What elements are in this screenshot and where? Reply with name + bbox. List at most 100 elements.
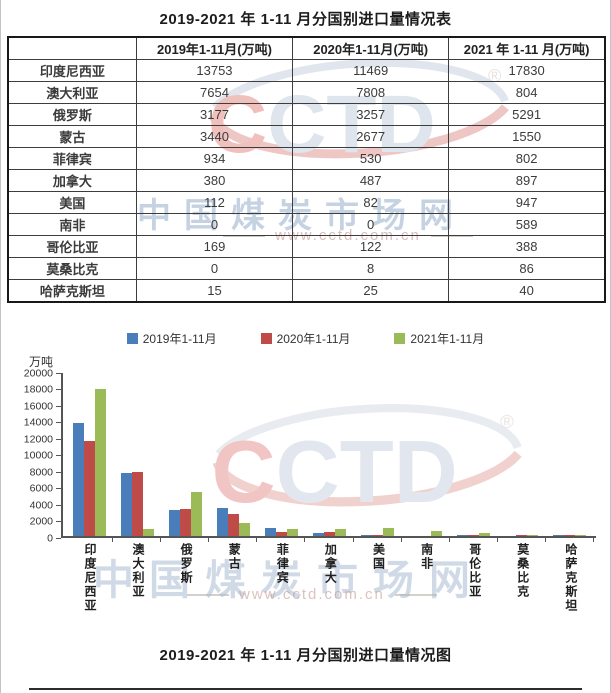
bar xyxy=(361,535,373,536)
country-cell: 加拿大 xyxy=(7,169,137,192)
bar xyxy=(72,422,84,536)
x-label-slot: 哈萨克斯坦 xyxy=(546,538,594,636)
value-cell: 13753 xyxy=(135,59,294,82)
bar-group xyxy=(113,373,162,542)
x-tick-label: 印度尼西亚 xyxy=(82,543,97,613)
table-title: 2019-2021 年 1-11 月分国别进口量情况表 xyxy=(159,11,452,28)
table-row: 哥伦比亚 169 122 388 xyxy=(7,235,606,258)
country-cell: 美国 xyxy=(7,191,137,214)
y-tick-mark xyxy=(56,504,61,506)
value-cell: 7808 xyxy=(292,81,450,104)
country-cell: 印度尼西亚 xyxy=(7,59,137,82)
value-cell: 804 xyxy=(448,81,606,104)
table-body: 印度尼西亚 13753 11469 17830 澳大利亚 7654 7808 804 俄罗斯 31… xyxy=(7,59,606,303)
page-bottom-rule xyxy=(29,688,582,690)
country-cell: 南非 xyxy=(7,213,137,236)
chart-area: 万吨 0 2000 4000 6000 8000 10000 12000 14000 16000… xyxy=(17,355,596,636)
bar-group xyxy=(257,373,306,542)
y-tick-mark xyxy=(56,537,61,539)
chart-legend: 2019年1-11月 2020年1-11月 2021年1-11月 xyxy=(1,330,610,347)
table-row: 菲律宾 934 530 802 xyxy=(7,147,606,170)
value-cell: 82 xyxy=(292,191,450,214)
value-cell: 7654 xyxy=(135,81,294,104)
value-cell: 589 xyxy=(448,213,606,236)
x-tick-label: 蒙古 xyxy=(227,543,242,571)
y-tick-label: 2000 xyxy=(29,515,53,528)
value-cell: 0 xyxy=(135,257,294,280)
y-tick-mark xyxy=(56,405,61,407)
bar xyxy=(142,529,154,536)
legend-label: 2021年1-11月 xyxy=(410,332,485,346)
plot-area xyxy=(61,373,596,542)
x-label-slot: 莫桑比克 xyxy=(498,538,546,636)
x-label-slot: 菲律宾 xyxy=(257,538,305,636)
bar xyxy=(575,535,587,536)
value-cell: 25 xyxy=(292,279,450,303)
table-header-cell: 2019年1-11月(万吨) xyxy=(135,36,294,60)
y-axis: 0 2000 4000 6000 8000 10000 12000 14000 16000 180… xyxy=(17,368,61,543)
bar xyxy=(94,388,106,536)
x-tick-label: 哥伦比亚 xyxy=(467,543,482,599)
value-cell: 169 xyxy=(135,235,294,258)
y-tick-mark xyxy=(56,438,61,440)
x-tick-label: 加拿大 xyxy=(323,543,338,585)
bar xyxy=(564,535,576,536)
y-tick-label: 8000 xyxy=(29,465,53,478)
x-tick-label: 莫桑比克 xyxy=(515,543,530,599)
value-cell: 0 xyxy=(135,213,294,236)
value-cell: 2677 xyxy=(292,125,450,148)
country-cell: 澳大利亚 xyxy=(7,81,137,104)
legend-item: 2019年1-11月 xyxy=(126,330,217,347)
table-row: 俄罗斯 3177 3257 5291 xyxy=(7,103,606,126)
x-label-slot: 印度尼西亚 xyxy=(65,538,113,636)
y-tick-label: 6000 xyxy=(29,482,53,495)
value-cell: 530 xyxy=(292,147,450,170)
country-cell: 蒙古 xyxy=(7,125,137,148)
bar xyxy=(431,531,443,536)
x-tick-label: 哈萨克斯坦 xyxy=(563,543,578,613)
country-cell: 俄罗斯 xyxy=(7,103,137,126)
x-tick-label: 澳大利亚 xyxy=(131,543,146,599)
bar xyxy=(286,529,298,536)
value-cell: 388 xyxy=(448,235,606,258)
table-row: 印度尼西亚 13753 11469 17830 xyxy=(7,59,606,82)
table-row: 蒙古 3440 2677 1550 xyxy=(7,125,606,148)
table-row: 加拿大 380 487 897 xyxy=(7,169,606,192)
value-cell: 112 xyxy=(135,191,294,214)
y-tick-label: 16000 xyxy=(23,399,53,412)
y-tick-label: 10000 xyxy=(23,449,53,462)
value-cell: 5291 xyxy=(448,103,606,126)
y-tick-label: 14000 xyxy=(23,416,53,429)
table-row: 哈萨克斯坦 15 25 40 xyxy=(7,279,606,303)
table-row: 莫桑比克 0 8 86 xyxy=(7,257,606,280)
value-cell: 122 xyxy=(292,235,450,258)
value-cell: 897 xyxy=(448,169,606,192)
y-tick-mark xyxy=(56,521,61,522)
bar-group xyxy=(305,373,354,542)
bar-group xyxy=(450,373,498,542)
legend-swatch xyxy=(126,333,138,344)
bar xyxy=(457,534,469,536)
bar xyxy=(238,523,250,536)
y-tick-mark xyxy=(56,455,61,456)
legend-item: 2021年1-11月 xyxy=(394,330,484,347)
x-label-slot: 蒙古 xyxy=(209,538,257,636)
table-header-row: 2019年1-11月(万吨) 2020年1-11月(万吨) 2021 年 1-11 … xyxy=(7,36,606,60)
y-tick-label: 0 xyxy=(47,531,53,544)
bar-group xyxy=(65,373,114,542)
x-tick-label: 俄罗斯 xyxy=(179,543,194,585)
bar xyxy=(468,535,480,536)
value-cell: 1550 xyxy=(448,125,606,148)
legend-label: 2019年1-11月 xyxy=(142,332,217,346)
bar xyxy=(553,535,565,536)
value-cell: 487 xyxy=(292,169,450,192)
country-cell: 菲律宾 xyxy=(7,147,137,170)
bar xyxy=(275,531,287,536)
table-row: 南非 0 0 589 xyxy=(7,213,606,236)
bar xyxy=(264,528,276,536)
y-tick-mark xyxy=(56,471,61,473)
bar-group xyxy=(402,373,450,542)
bar xyxy=(83,441,95,536)
table-header-cell: 2021 年 1-11 月(万吨) xyxy=(448,36,606,60)
